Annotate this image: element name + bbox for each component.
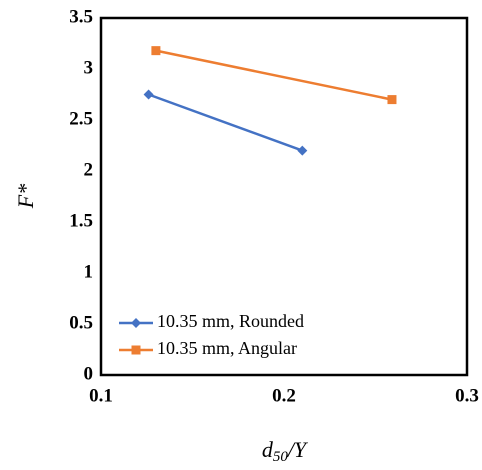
y-tick-label: 1.5 (69, 210, 93, 231)
x-label-main: d (262, 437, 274, 462)
y-tick-label: 0.5 (69, 312, 93, 333)
x-tick-label: 0.1 (89, 385, 113, 406)
data-point (143, 89, 154, 100)
x-label-sub: 50 (273, 449, 289, 465)
y-tick-label: 2 (84, 159, 94, 180)
y-tick-label: 3 (84, 57, 94, 78)
data-point (151, 46, 161, 56)
plot-frame (99, 16, 469, 377)
y-axis-label: F* (13, 184, 38, 209)
legend-label: 10.35 mm, Angular (157, 338, 297, 358)
y-tick-label: 3.5 (69, 6, 93, 27)
legend-label: 10.35 mm, Rounded (157, 311, 304, 331)
y-tick-label: 2.5 (69, 108, 93, 129)
series-line (148, 93, 303, 152)
legend-marker (131, 318, 141, 328)
data-point (297, 145, 308, 156)
data-point (387, 95, 397, 105)
series-line (155, 49, 393, 101)
x-label-rest: /Y (286, 437, 309, 462)
y-tick-label: 1 (84, 261, 94, 282)
legend-marker (131, 345, 141, 355)
x-tick-label: 0.3 (455, 385, 479, 406)
y-tick-label: 0 (84, 363, 94, 384)
x-tick-label: 0.2 (272, 385, 296, 406)
x-axis-label: d50/Y (262, 437, 309, 465)
